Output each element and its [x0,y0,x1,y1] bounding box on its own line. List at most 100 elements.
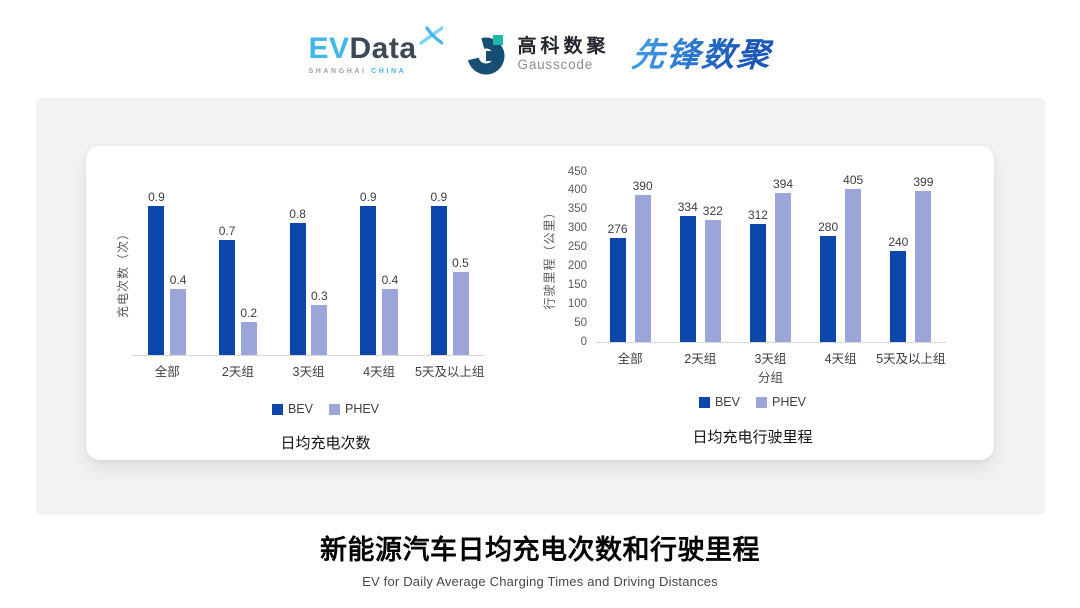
bar-with-label: 312 [748,208,768,342]
x-axis-categories: 全部 2天组 3天组 4天组 5天及以上组 [132,356,485,379]
y-axis-title: 充电次数（次） [115,226,130,319]
bar-PHEV [704,220,721,342]
bar-with-label: 0.4 [169,272,187,355]
bar-group: 334 322 [665,172,735,342]
bar-PHEV [845,189,862,342]
y-tick-label: 400 [567,184,587,197]
bar-group: 276 390 [595,172,665,342]
y-tick-label: 450 [567,165,587,178]
y-tick-label: 100 [567,297,587,310]
bar-BEV [679,216,696,342]
legend-label: PHEV [344,402,380,416]
bar-value-label: 0.7 [218,223,236,238]
bar-value-label: 334 [677,199,698,214]
legend-label: BEV [287,402,313,416]
bar-with-label: 390 [633,179,653,342]
bar-with-label: 276 [608,222,628,342]
bar-value-label: 0.3 [310,288,328,303]
category-label: 3天组 [754,352,787,366]
bar-value-label: 394 [772,176,793,191]
bar-BEV [219,240,236,355]
gausscode-g-icon [467,35,505,75]
bar-value-label: 0.4 [169,272,187,287]
bar-value-label: 0.9 [430,189,448,204]
bar-with-label: 240 [888,235,908,342]
bar-with-label: 0.3 [311,289,328,355]
bar-PHEV [452,272,469,355]
bar-value-label: 280 [818,219,839,234]
bar-with-label: 334 [678,200,698,342]
bar-PHEV [634,195,651,342]
legend-swatch [698,396,710,408]
logo-bar: EVData SHANGHAI CHINA 高科数聚 Gausscode [0,0,1080,86]
legend-label: BEV [714,395,740,409]
chart-body: 行驶里程（公里） 0 50 100 150 200 250 300 350 400 450 276… [539,166,966,385]
bar-PHEV [915,191,932,342]
bar-BEV [820,236,837,342]
bar-with-label: 0.9 [148,190,165,355]
bar-with-label: 394 [773,177,793,342]
bar-BEV [609,238,626,342]
bar-value-label: 0.2 [240,305,258,320]
bar-value-label: 399 [913,174,934,189]
y-tick-label: 250 [567,240,587,253]
evdata-logo: EVData SHANGHAI CHINA [308,25,443,75]
bar-BEV [148,206,165,355]
bar-with-label: 280 [818,220,838,342]
gausscode-en-text: Gausscode [517,57,594,73]
bar-BEV [289,223,306,355]
y-tick-label: 50 [574,316,587,329]
plot-area: 276 390 334 322 312 394 280 405 240 399 [595,172,946,343]
bar-with-label: 0.5 [452,256,469,355]
bar-group: 312 394 [735,172,805,342]
bar-BEV [749,224,766,342]
chart-title: 日均充电行驶里程 [692,429,813,446]
bar-PHEV [311,305,328,355]
xianfeng-logo: 先锋数聚 [629,35,774,73]
category-label: 2天组 [684,352,717,366]
bar-value-label: 0.4 [381,272,399,287]
bar-PHEV [170,289,187,355]
chart-body: 充电次数（次） 0.9 0.4 0.7 0.2 0.8 0.3 0.9 0.4 0.9 0.5 全… [112,190,539,379]
content-panel: 充电次数（次） 0.9 0.4 0.7 0.2 0.8 0.3 0.9 0.4 0.9 0.5 全… [36,98,1045,515]
x-axis-categories: 全部 2天组 3天组 4天组 5天及以上组 [595,343,946,366]
bar-PHEV [381,289,398,355]
evdata-ev-text: EV [308,31,350,65]
evdata-wordmark: EVData [308,25,443,65]
chart-title: 日均充电次数 [280,435,371,452]
page-subtitle: EV for Daily Average Charging Times and … [362,574,718,589]
driving-distance-chart: 行驶里程（公里） 0 50 100 150 200 250 300 350 400 450 276… [539,146,966,460]
evdata-shanghai-text: SHANGHAI [308,67,367,75]
bar-with-label: 405 [843,173,863,342]
bar-group: 240 399 [876,172,946,342]
category-label: 全部 [154,365,180,379]
bar-with-label: 0.9 [360,190,377,355]
bar-value-label: 0.5 [452,255,469,270]
bar-with-label: 399 [913,175,933,342]
bar-group: 280 405 [806,172,876,342]
bar-BEV [360,206,377,355]
bar-value-label: 276 [607,221,628,236]
legend-item-BEV: BEV [698,395,740,409]
bar-group: 0.9 0.4 [132,190,203,355]
y-tick-label: 0 [580,335,587,348]
bar-with-label: 0.9 [430,190,447,355]
y-tick-label: 200 [567,259,587,272]
legend-swatch [271,403,283,415]
bar-value-label: 322 [702,203,723,218]
legend-item-BEV: BEV [271,402,313,416]
legend-swatch [755,396,767,408]
legend: BEV PHEV [539,395,966,409]
category-label: 5天及以上组 [876,352,946,366]
bar-with-label: 0.4 [381,272,399,355]
plot-area: 0.9 0.4 0.7 0.2 0.8 0.3 0.9 0.4 0.9 0.5 [132,190,485,356]
legend-item-PHEV: PHEV [755,395,807,409]
plot-stack: 276 390 334 322 312 394 280 405 240 399 全部 2天组 3天组 4… [595,172,946,385]
legend: BEV PHEV [112,402,539,416]
category-label: 5天及以上组 [414,365,485,379]
evdata-china-text: CHINA [371,67,407,75]
legend-label: PHEV [771,395,807,409]
legend-swatch [328,403,340,415]
category-label: 3天组 [292,365,325,379]
